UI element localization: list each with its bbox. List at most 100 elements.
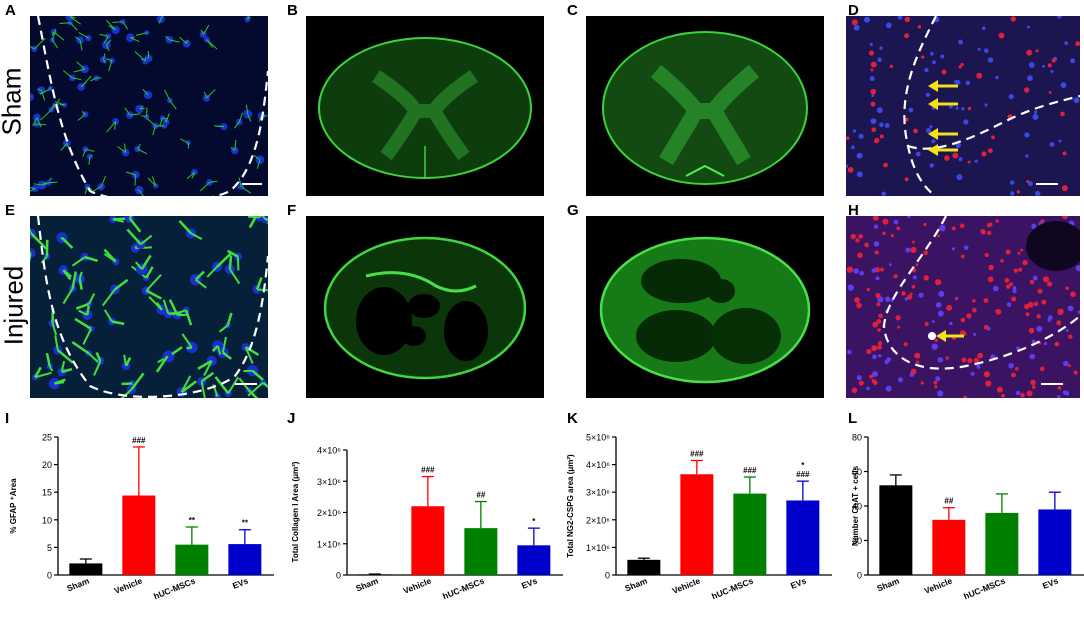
y-axis-label: Total Collagen I Area (μm²) xyxy=(291,461,300,562)
category-label: hUC-MSCs xyxy=(710,575,755,601)
bar-vehicle xyxy=(122,495,156,575)
y-tick-label: 0 xyxy=(47,571,52,581)
significance-label: ### xyxy=(690,449,704,458)
category-label: hUC-MSCs xyxy=(962,575,1007,601)
panel-letter-f: F xyxy=(287,202,297,219)
y-tick-label: 0 xyxy=(336,571,341,581)
panel-letter-d: D xyxy=(848,2,859,19)
micrograph-d-image xyxy=(846,16,1080,196)
category-label: EVs xyxy=(789,575,808,590)
y-tick-label: 3×10⁶ xyxy=(317,477,341,487)
y-tick-label: 80 xyxy=(852,433,862,443)
y-tick-label: 20 xyxy=(852,536,862,546)
y-tick-label: 4×10⁶ xyxy=(317,446,341,456)
bar-huc-mscs xyxy=(985,512,1019,575)
significance-label: * xyxy=(532,517,536,526)
micrograph-f-section xyxy=(306,216,544,398)
bar-sham xyxy=(627,559,661,575)
bar-vehicle xyxy=(932,519,966,575)
bar-vehicle xyxy=(680,474,714,575)
chart-i-gfap: 0 5 10 15 20 25 % GFAP ⁺Area Sham ### Vehicle ** hU… xyxy=(9,433,274,601)
y-tick-label: 1×10⁶ xyxy=(317,539,341,549)
y-tick-label: 20 xyxy=(42,460,52,470)
micrograph-a-gfap-sham xyxy=(30,16,268,196)
panel-letter-k: K xyxy=(567,410,578,427)
panel-letter-g: G xyxy=(567,202,579,219)
micrograph-c-image xyxy=(602,31,808,185)
micrograph-h-chat-injured xyxy=(846,216,1080,398)
y-tick-label: 0 xyxy=(857,571,862,581)
y-tick-label: 5 xyxy=(47,543,52,553)
bar-sham xyxy=(358,574,392,576)
category-label: Sham xyxy=(65,575,91,593)
category-label: hUC-MSCs xyxy=(152,575,197,601)
micrograph-b-image xyxy=(318,37,532,179)
bar-evs xyxy=(1038,509,1072,575)
significance-label: ### xyxy=(743,466,757,475)
significance-label: ### xyxy=(132,436,146,445)
category-label: Vehicle xyxy=(113,575,144,595)
y-tick-label: 2×10⁶ xyxy=(317,508,341,518)
panel-letter-h: H xyxy=(848,202,859,219)
bar-sham xyxy=(879,485,913,575)
significance-label: * xyxy=(801,461,805,470)
y-axis-label: % GFAP ⁺Area xyxy=(9,478,18,534)
y-tick-label: 3×10⁶ xyxy=(586,488,610,498)
category-label: Sham xyxy=(623,575,649,593)
chart-j-collagen: 0 1×10⁶ 2×10⁶ 3×10⁶ 4×10⁶ Total Collagen I Ar… xyxy=(291,446,563,601)
bar-evs xyxy=(786,500,820,575)
category-label: Vehicle xyxy=(402,575,433,595)
y-tick-label: 1×10⁶ xyxy=(586,543,610,553)
micrograph-f-image xyxy=(323,236,527,380)
y-tick-label: 10 xyxy=(42,515,52,525)
y-tick-label: 25 xyxy=(42,433,52,443)
bar-evs xyxy=(517,545,551,575)
panel-letter-l: L xyxy=(848,410,858,427)
panel-letter-c: C xyxy=(567,2,578,19)
y-tick-label: 15 xyxy=(42,488,52,498)
bar-huc-mscs xyxy=(175,544,209,575)
category-label: EVs xyxy=(1041,575,1060,590)
arrow-icon xyxy=(936,330,964,342)
category-label: EVs xyxy=(520,575,539,590)
micrograph-a-image xyxy=(30,16,268,196)
significance-label: ## xyxy=(944,497,953,506)
micrograph-e-image xyxy=(30,216,268,398)
y-tick-label: 40 xyxy=(852,502,862,512)
bar-huc-mscs xyxy=(733,493,767,575)
bar-evs xyxy=(228,544,262,575)
y-axis-label: Total NG2-CSPG area (μm²) xyxy=(566,454,575,558)
y-axis-label: Number ChAT + cells xyxy=(851,465,860,546)
category-label: Vehicle xyxy=(671,575,702,595)
category-label: Vehicle xyxy=(923,575,954,595)
y-tick-label: 5×10⁶ xyxy=(586,433,610,443)
bar-vehicle xyxy=(411,506,445,575)
micrograph-g-image xyxy=(599,236,811,384)
category-label: Sham xyxy=(354,575,380,593)
panel-letter-j: J xyxy=(287,410,296,427)
y-tick-label: 4×10⁶ xyxy=(586,460,610,470)
significance-label: ## xyxy=(476,491,485,500)
micrograph-e-gfap-injured xyxy=(30,216,268,398)
panel-letter-i: I xyxy=(5,410,10,427)
bar-huc-mscs xyxy=(464,528,498,575)
micrograph-d-chat-sham xyxy=(846,16,1080,196)
category-label: Sham xyxy=(875,575,901,593)
category-label: hUC-MSCs xyxy=(441,575,486,601)
panel-letter-a: A xyxy=(5,2,16,19)
category-label: EVs xyxy=(231,575,250,590)
panel-letter-b: B xyxy=(287,2,298,19)
arrow-icon xyxy=(928,80,958,156)
micrograph-h-image xyxy=(846,216,1080,398)
significance-label: ** xyxy=(242,519,249,528)
bar-sham xyxy=(69,563,103,575)
micrograph-g-section xyxy=(586,216,824,398)
micrograph-c-section xyxy=(586,16,824,196)
chart-l-chat: 0 20 40 60 80 Number ChAT + cells Sham ## Vehicl… xyxy=(851,433,1084,601)
significance-label: ** xyxy=(189,516,196,525)
significance-label: ### xyxy=(421,466,435,475)
y-tick-label: 2×10⁶ xyxy=(586,515,610,525)
panel-letter-e: E xyxy=(5,202,16,219)
y-tick-label: 60 xyxy=(852,467,862,477)
